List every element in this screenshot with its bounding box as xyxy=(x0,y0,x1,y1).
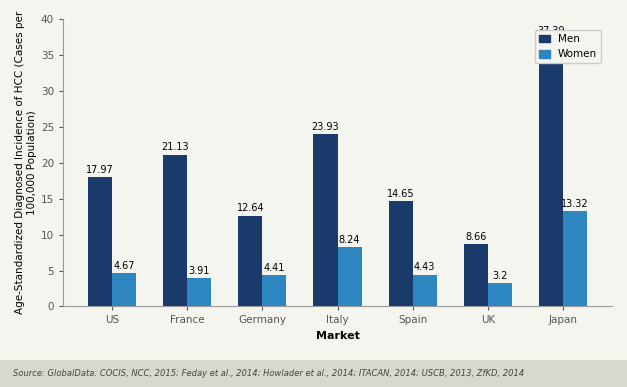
Text: 8.24: 8.24 xyxy=(339,235,361,245)
Y-axis label: Age-Standardized Diagnosed Incidence of HCC (Cases per
100,000 Population): Age-Standardized Diagnosed Incidence of … xyxy=(15,11,36,314)
Text: Source: GlobalData: COCIS, NCC, 2015; Feday et al., 2014; Howlader et al., 2014;: Source: GlobalData: COCIS, NCC, 2015; Fe… xyxy=(13,369,524,378)
Bar xyxy=(163,155,187,307)
Bar xyxy=(337,247,362,307)
Text: 23.93: 23.93 xyxy=(312,122,339,132)
X-axis label: Market: Market xyxy=(315,331,359,341)
Text: 3.2: 3.2 xyxy=(492,271,507,281)
Bar xyxy=(112,273,136,307)
Bar xyxy=(413,275,437,307)
Text: 4.43: 4.43 xyxy=(414,262,435,272)
Text: 8.66: 8.66 xyxy=(465,232,487,242)
Bar xyxy=(389,201,413,307)
Bar xyxy=(262,275,287,307)
Bar xyxy=(464,244,488,307)
Bar xyxy=(88,177,112,307)
Text: 14.65: 14.65 xyxy=(387,189,414,199)
Bar xyxy=(314,135,337,307)
Text: 4.41: 4.41 xyxy=(264,263,285,272)
Bar xyxy=(563,211,587,307)
Text: 13.32: 13.32 xyxy=(561,199,589,209)
Bar xyxy=(488,283,512,307)
Bar xyxy=(238,216,262,307)
Text: 37.39: 37.39 xyxy=(537,26,565,36)
Text: 17.97: 17.97 xyxy=(86,165,114,175)
Bar xyxy=(539,38,563,307)
Bar xyxy=(187,278,211,307)
Text: 4.67: 4.67 xyxy=(113,261,135,271)
Legend: Men, Women: Men, Women xyxy=(535,30,601,63)
Text: 12.64: 12.64 xyxy=(236,204,264,214)
Text: 21.13: 21.13 xyxy=(161,142,189,152)
Text: 3.91: 3.91 xyxy=(189,266,210,276)
